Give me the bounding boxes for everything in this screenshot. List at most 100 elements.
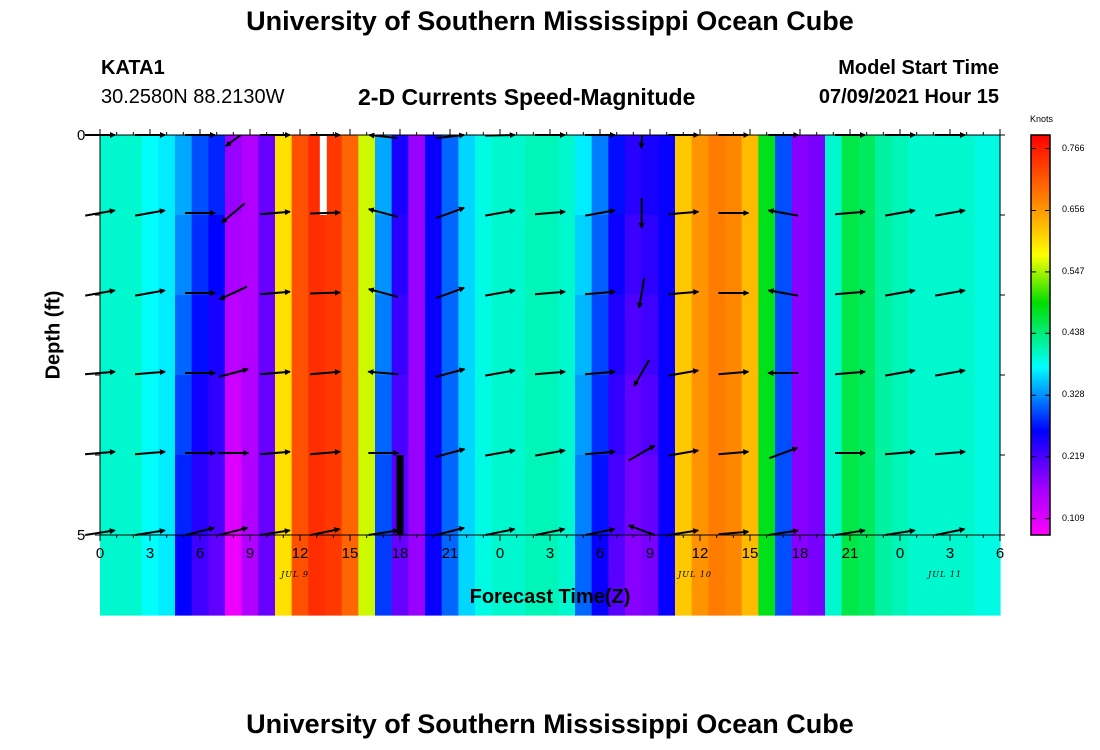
heatmap-cell [391,535,409,616]
heatmap-cell [658,135,676,216]
heatmap-cell [875,135,893,216]
heatmap-cell [625,215,643,296]
heatmap-cell [258,135,276,216]
heatmap-cell [558,375,576,456]
heatmap-cell [675,295,693,376]
heatmap-cell [758,535,776,616]
heatmap-cell [108,215,126,296]
current-arrow [435,206,466,220]
heatmap-cell [208,215,226,296]
colorbar-tick-label: 0.219 [1062,450,1085,461]
current-arrow [834,369,866,376]
heatmap-cell [725,215,743,296]
current-arrow [584,289,616,296]
heatmap-cell [341,535,359,616]
heatmap-cell [775,455,793,536]
marker-bar [319,135,327,215]
current-arrow [225,134,242,147]
current-arrow [135,288,166,297]
heatmap-cell [225,535,243,616]
heatmap-cell [491,455,509,536]
heatmap-cell [458,535,476,616]
heatmap-cell [975,135,993,216]
heatmap-cell [775,375,793,456]
current-arrow [435,447,466,458]
heatmap-cell [925,455,943,536]
current-arrow [260,528,291,536]
heatmap-cell [325,535,343,616]
heatmap-cell [491,535,509,616]
heatmap-cell [358,295,376,376]
heatmap-cell [525,535,543,616]
heatmap-cell [258,375,276,456]
heatmap-cell [275,215,293,296]
heatmap-cell [575,295,593,376]
heatmap-cell [925,295,943,376]
heatmap-cell [691,455,709,536]
heatmap-cell [391,295,409,376]
heatmap-cell [125,135,143,216]
heatmap-cell [341,135,359,216]
heatmap-cell [391,135,409,216]
current-arrow [259,369,291,376]
current-arrow [535,527,566,536]
heatmap-cell [408,375,426,456]
heatmap-cell [941,215,959,296]
heatmap-cell [591,375,609,456]
heatmap-cell [858,295,876,376]
heatmap-cell [325,295,343,376]
heatmap-cell [641,295,659,376]
x-tick-label: 12 [691,545,709,562]
x-tick-label: 15 [741,545,759,562]
heatmap-cell [308,455,326,536]
heatmap-cell [341,215,359,296]
current-arrow [435,526,466,536]
heatmap-cell [325,375,343,456]
current-arrow [668,368,700,377]
heatmap-cell [375,535,393,616]
heatmap-cell [591,295,609,376]
current-arrow [885,368,916,377]
heatmap-cell [391,375,409,456]
heatmap-cell [825,455,843,536]
current-arrow [485,527,516,536]
heatmap-cell [125,535,143,616]
colorbar-tick-label: 0.438 [1062,327,1085,338]
heatmap-cell [275,135,293,216]
heatmap-cell [658,295,676,376]
heatmap-cell [441,295,459,376]
y-tick-5: 5 [77,527,86,544]
x-tick-label: 6 [195,545,205,562]
heatmap-cell [208,535,226,616]
heatmap-cell [808,215,826,296]
heatmap-cell [191,295,209,376]
heatmap-cell [525,215,543,296]
x-tick-label: 6 [595,545,605,562]
heatmap-cell [341,455,359,536]
current-arrow [885,208,916,217]
current-arrow [935,527,966,536]
heatmap-cell [141,295,159,376]
heatmap-cell [808,375,826,456]
heatmap-cell [425,295,443,376]
current-arrow [368,132,398,140]
current-arrow [218,367,249,378]
heatmap-cell [758,215,776,296]
heatmap-cell [808,295,826,376]
heatmap-cell [441,455,459,536]
heatmap-cell [908,535,926,616]
heatmap-cell [425,135,443,216]
heatmap-cell [625,135,643,216]
heatmap-cell [891,295,909,376]
heatmap-cell [525,375,543,456]
heatmap-cell [658,455,676,536]
current-arrow [309,289,341,296]
heatmap-cell [591,455,609,536]
heatmap-cell [141,375,159,456]
model-start-value: 07/09/2021 Hour 15 [818,86,999,108]
heatmap-cell [958,535,976,616]
heatmap-cell [575,455,593,536]
heatmap-cell [858,215,876,296]
heatmap-cell [458,215,476,296]
heatmap-cell [658,535,676,616]
